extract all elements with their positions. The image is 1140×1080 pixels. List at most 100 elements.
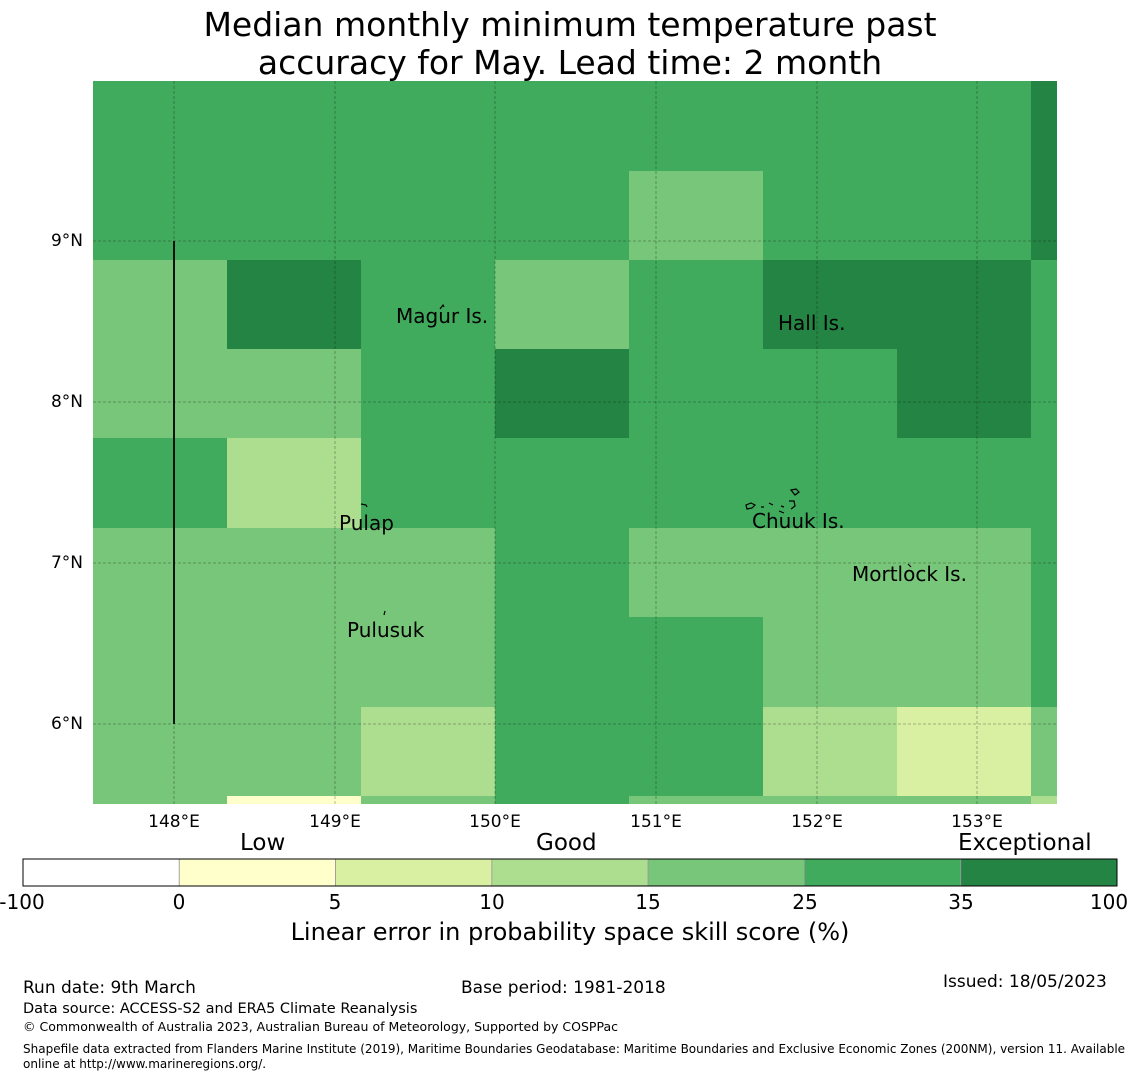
grid-cell (629, 260, 763, 349)
colorbar-axis-label: Linear error in probability space skill … (290, 918, 850, 946)
colorbar-tick-35: 35 (948, 890, 974, 914)
grid-cell (93, 171, 227, 260)
grid-cell (1031, 349, 1057, 438)
grid-cell (897, 707, 1031, 796)
island-outlines (360, 303, 912, 616)
data-source: Data source: ACCESS-S2 and ERA5 Climate … (23, 1001, 418, 1017)
grid-cell (361, 260, 495, 349)
grid-cell (227, 349, 361, 438)
grid-cell (227, 260, 361, 349)
lon-label-148e: 148°E (148, 812, 200, 832)
place-label-chuuk: Chuuk Is. (752, 509, 845, 533)
colorbar-segment (178, 858, 336, 887)
grid-cell (495, 349, 629, 438)
lat-label-7n: 7°N (50, 553, 83, 573)
grid-cell (361, 528, 495, 617)
colorbar-frame (22, 858, 1118, 887)
colorbar-segment (22, 858, 180, 887)
grid-cell (629, 617, 763, 707)
lon-label-149e: 149°E (309, 812, 361, 832)
grid-cell (227, 617, 361, 707)
grid-cell (629, 349, 763, 438)
grid-cell (93, 796, 227, 804)
lon-label-152e: 152°E (791, 812, 843, 832)
grid-cell (763, 260, 897, 349)
grid-cell (495, 617, 629, 707)
grid-cell (495, 438, 629, 528)
grid-cell (1031, 796, 1057, 804)
chuuk-lagoon-shape (745, 488, 912, 568)
grid-cell (495, 528, 629, 617)
colorbar-tick-100: 100 (1089, 890, 1129, 914)
grid-cell (897, 349, 1031, 438)
colorbar-tick-25: 25 (792, 890, 818, 914)
colorbar-segment (804, 858, 962, 887)
grid-cell (495, 81, 629, 171)
lon-label-150e: 150°E (469, 812, 521, 832)
grid-cell (897, 438, 1031, 528)
grid-cell (763, 707, 897, 796)
grid-cell (763, 438, 897, 528)
grid-cell (897, 796, 1031, 804)
shapefile-credit-line-2: online at http://www.marineregions.org/. (23, 1057, 267, 1071)
grid-cell (897, 81, 1031, 171)
grid-cell (361, 617, 495, 707)
pulap-island-shape (360, 503, 368, 508)
place-label-hall: Hall Is. (778, 311, 846, 335)
place-label-pulap: Pulap (339, 511, 394, 535)
grid-cell (93, 617, 227, 707)
grid-cell (1031, 81, 1057, 171)
lon-label-151e: 151°E (630, 812, 682, 832)
colorbar-tick-10: 10 (479, 890, 505, 914)
lon-label-153e: 153°E (951, 812, 1003, 832)
grid-cell (897, 528, 1031, 617)
grid-cell (1031, 438, 1057, 528)
colorbar-category-exceptional: Exceptional (958, 830, 1092, 856)
grid-cell (1031, 617, 1057, 707)
grid-cell (1031, 260, 1057, 349)
grid-cell (361, 438, 495, 528)
grid-cell (93, 349, 227, 438)
grid-cell (897, 260, 1031, 349)
grid-cell (93, 438, 227, 528)
colorbar-segment (491, 858, 649, 887)
grid-cell (227, 528, 361, 617)
grid-cell (361, 81, 495, 171)
grid-cell (897, 171, 1031, 260)
grid-cell (763, 617, 897, 707)
colorbar-tick-minus100: -100 (0, 890, 45, 914)
grid-cell (629, 171, 763, 260)
colorbar (22, 858, 1118, 887)
grid-cell (763, 171, 897, 260)
place-label-magur: Magur Is. (396, 304, 489, 328)
grid-cell (93, 528, 227, 617)
grid-cell (629, 707, 763, 796)
grid-cell (227, 171, 361, 260)
grid-cell (93, 81, 227, 171)
grid-cell (93, 260, 227, 349)
place-label-mortlock: Mortlock Is. (852, 562, 967, 586)
grid-cell (361, 707, 495, 796)
base-period: Base period: 1981-2018 (461, 978, 666, 998)
grid-cell (763, 81, 897, 171)
colorbar-segment (647, 858, 805, 887)
grid-cell (361, 796, 495, 804)
grid-cell (495, 171, 629, 260)
pulusuk-island-shape (383, 610, 386, 616)
grid-cell (629, 81, 763, 171)
shapefile-credit-line-1: Shapefile data extracted from Flanders M… (23, 1042, 1126, 1056)
grid-cell (93, 707, 227, 796)
grid-cell (361, 171, 495, 260)
grid-cell (1031, 171, 1057, 260)
grid-cell (227, 796, 361, 804)
colorbar-segment (335, 858, 493, 887)
title-line-1: Median monthly minimum temperature past (203, 5, 937, 44)
skill-grid (93, 81, 1057, 804)
grid-cell (495, 796, 629, 804)
map-title: Median monthly minimum temperature past … (0, 6, 1140, 82)
grid-cell (361, 349, 495, 438)
lat-label-8n: 8°N (50, 392, 83, 412)
issued-date: Issued: 18/05/2023 (943, 972, 1107, 992)
magur-island-shape (439, 303, 445, 310)
